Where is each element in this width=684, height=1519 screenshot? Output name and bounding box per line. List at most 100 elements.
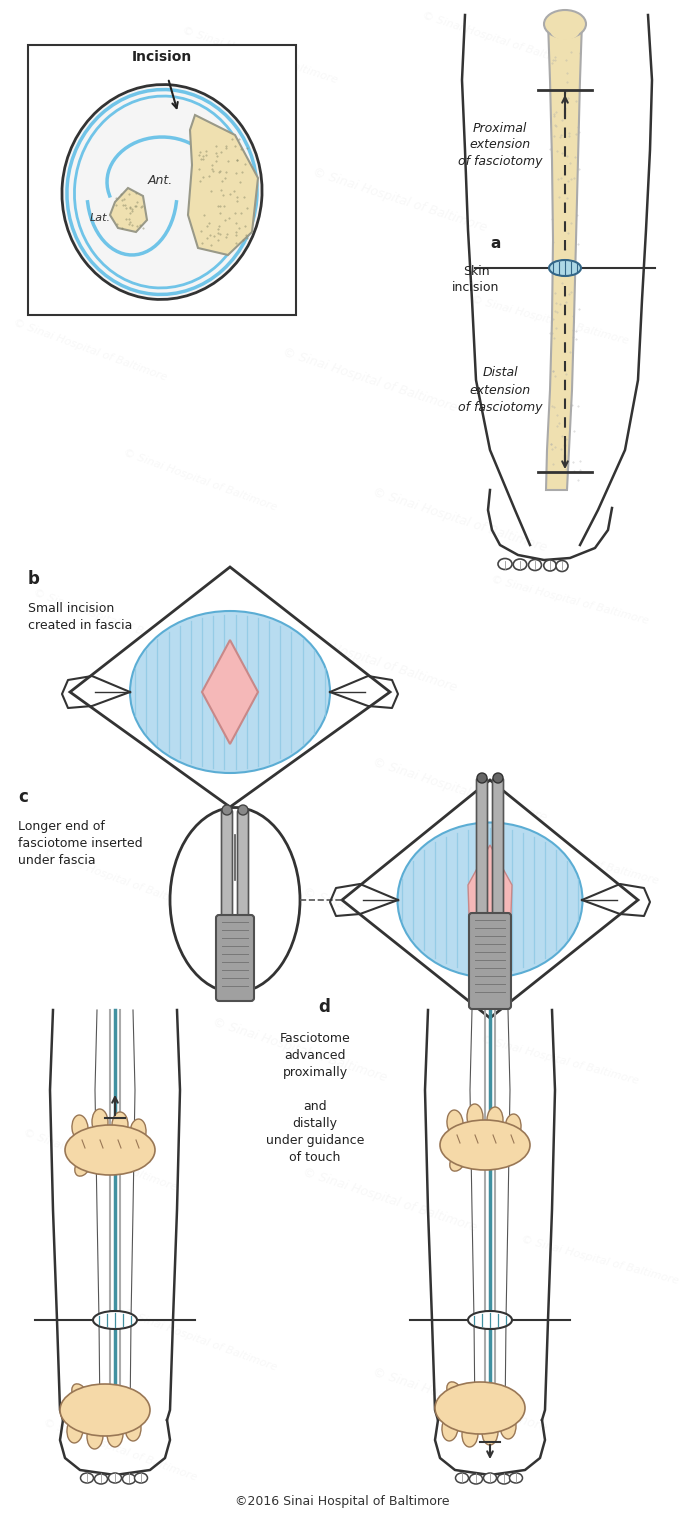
Ellipse shape <box>482 1419 498 1445</box>
Text: a: a <box>490 235 501 251</box>
Ellipse shape <box>397 822 583 978</box>
Text: © Sinai Hospital of Baltimore: © Sinai Hospital of Baltimore <box>301 1165 479 1235</box>
FancyBboxPatch shape <box>477 779 488 916</box>
Ellipse shape <box>447 1110 463 1136</box>
Text: © Sinai Hospital of Baltimore: © Sinai Hospital of Baltimore <box>122 448 278 512</box>
Bar <box>28 46 296 314</box>
FancyBboxPatch shape <box>469 913 511 1009</box>
Ellipse shape <box>469 1473 482 1484</box>
Ellipse shape <box>442 1416 458 1442</box>
Ellipse shape <box>544 561 556 571</box>
Ellipse shape <box>529 559 542 571</box>
Text: © Sinai Hospital of Baltimore: © Sinai Hospital of Baltimore <box>500 834 660 886</box>
Ellipse shape <box>447 1382 463 1402</box>
Ellipse shape <box>500 1413 516 1438</box>
Polygon shape <box>70 567 390 807</box>
Ellipse shape <box>62 85 262 299</box>
Text: Lat.: Lat. <box>90 213 111 223</box>
Text: Incision: Incision <box>132 50 192 64</box>
Polygon shape <box>110 188 147 232</box>
Ellipse shape <box>456 1473 469 1483</box>
Text: ©2016 Sinai Hospital of Baltimore: ©2016 Sinai Hospital of Baltimore <box>235 1496 449 1508</box>
Text: © Sinai Hospital of Baltimore: © Sinai Hospital of Baltimore <box>281 626 459 694</box>
Text: © Sinai Hospital of Baltimore: © Sinai Hospital of Baltimore <box>281 346 459 415</box>
Text: © Sinai Hospital of Baltimore: © Sinai Hospital of Baltimore <box>42 1417 198 1483</box>
Ellipse shape <box>497 1473 510 1484</box>
Text: © Sinai Hospital of Baltimore: © Sinai Hospital of Baltimore <box>421 11 579 70</box>
FancyBboxPatch shape <box>237 811 248 919</box>
Ellipse shape <box>87 1423 103 1449</box>
Text: © Sinai Hospital of Baltimore: © Sinai Hospital of Baltimore <box>42 848 198 913</box>
Text: c: c <box>18 788 28 807</box>
Text: b: b <box>28 570 40 588</box>
Ellipse shape <box>238 805 248 816</box>
Ellipse shape <box>468 1311 512 1329</box>
FancyBboxPatch shape <box>492 779 503 916</box>
Polygon shape <box>546 21 582 491</box>
Polygon shape <box>342 779 638 1018</box>
Ellipse shape <box>462 1420 478 1448</box>
Polygon shape <box>468 845 512 958</box>
Text: Ant.: Ant. <box>147 173 172 187</box>
Ellipse shape <box>112 1112 128 1138</box>
Text: Skin
incision: Skin incision <box>452 264 500 295</box>
Ellipse shape <box>72 1384 88 1404</box>
Ellipse shape <box>513 559 527 570</box>
Ellipse shape <box>549 260 581 276</box>
Ellipse shape <box>505 1113 521 1139</box>
Ellipse shape <box>170 808 300 992</box>
Text: © Sinai Hospital of Baltimore: © Sinai Hospital of Baltimore <box>211 1016 389 1085</box>
Text: © Sinai Hospital of Baltimore: © Sinai Hospital of Baltimore <box>22 1127 178 1192</box>
Ellipse shape <box>544 11 586 38</box>
Text: © Sinai Hospital of Baltimore: © Sinai Hospital of Baltimore <box>490 574 650 626</box>
Text: © Sinai Hospital of Baltimore: © Sinai Hospital of Baltimore <box>371 755 549 825</box>
Text: © Sinai Hospital of Baltimore: © Sinai Hospital of Baltimore <box>520 1233 680 1287</box>
Ellipse shape <box>65 1126 155 1176</box>
Ellipse shape <box>450 1151 466 1171</box>
Ellipse shape <box>93 1311 137 1329</box>
Text: Small incision
created in fascia: Small incision created in fascia <box>28 602 133 632</box>
Ellipse shape <box>130 611 330 773</box>
Text: © Sinai Hospital of Baltimore: © Sinai Hospital of Baltimore <box>311 166 489 234</box>
Text: © Sinai Hospital of Baltimore: © Sinai Hospital of Baltimore <box>470 295 630 346</box>
Ellipse shape <box>75 1156 91 1176</box>
Ellipse shape <box>440 1120 530 1170</box>
Ellipse shape <box>72 1115 88 1141</box>
Text: © Sinai Hospital of Baltimore: © Sinai Hospital of Baltimore <box>122 717 278 782</box>
FancyBboxPatch shape <box>216 914 254 1001</box>
Ellipse shape <box>92 1109 108 1135</box>
Ellipse shape <box>487 1107 503 1133</box>
Text: © Sinai Hospital of Baltimore: © Sinai Hospital of Baltimore <box>32 588 188 653</box>
Polygon shape <box>202 639 258 744</box>
Ellipse shape <box>467 1104 483 1130</box>
Ellipse shape <box>435 1382 525 1434</box>
Text: © Sinai Hospital of Baltimore: © Sinai Hospital of Baltimore <box>371 1366 549 1434</box>
Ellipse shape <box>125 1416 141 1442</box>
Text: © Sinai Hospital of Baltimore: © Sinai Hospital of Baltimore <box>181 26 339 85</box>
Text: Distal
extension
of fasciotomy: Distal extension of fasciotomy <box>458 366 542 413</box>
Text: © Sinai Hospital of Baltimore: © Sinai Hospital of Baltimore <box>52 128 208 193</box>
Ellipse shape <box>122 1473 135 1484</box>
Ellipse shape <box>67 1417 83 1443</box>
Text: d: d <box>318 998 330 1016</box>
Ellipse shape <box>510 1473 523 1483</box>
Ellipse shape <box>135 1473 148 1483</box>
Ellipse shape <box>493 773 503 782</box>
Ellipse shape <box>130 1120 146 1145</box>
Ellipse shape <box>94 1473 107 1484</box>
Ellipse shape <box>81 1473 94 1483</box>
Ellipse shape <box>484 1473 497 1483</box>
Polygon shape <box>188 115 258 255</box>
Text: Longer end of
fasciotome inserted
under fascia: Longer end of fasciotome inserted under … <box>18 820 143 867</box>
Ellipse shape <box>556 561 568 571</box>
Text: Proximal
extension
of fasciotomy: Proximal extension of fasciotomy <box>458 122 542 169</box>
FancyBboxPatch shape <box>222 811 233 919</box>
Ellipse shape <box>109 1473 122 1483</box>
Ellipse shape <box>60 1384 150 1435</box>
Text: © Sinai Hospital of Baltimore: © Sinai Hospital of Baltimore <box>480 1034 640 1086</box>
Text: © Sinai Hospital of Baltimore: © Sinai Hospital of Baltimore <box>301 886 479 954</box>
Ellipse shape <box>550 20 580 39</box>
Ellipse shape <box>477 773 487 782</box>
Ellipse shape <box>107 1420 123 1448</box>
Ellipse shape <box>498 559 512 570</box>
